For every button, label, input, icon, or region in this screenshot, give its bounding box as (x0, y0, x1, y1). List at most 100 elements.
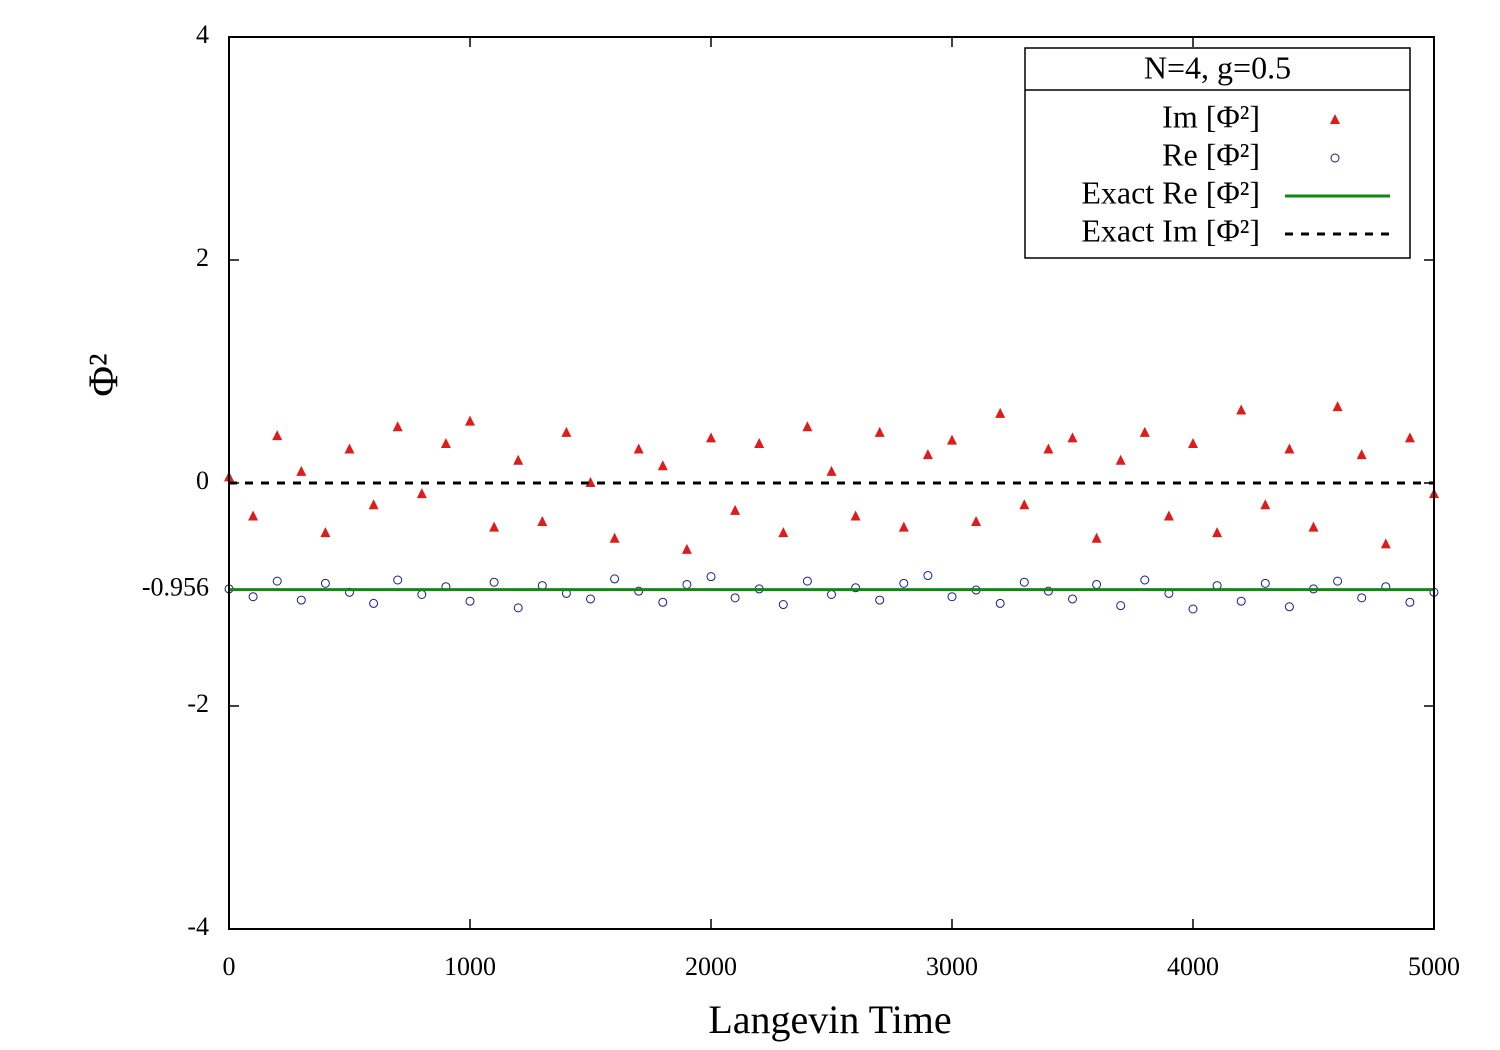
legend-marker (1330, 153, 1340, 163)
y-tick-label: 2 (196, 243, 209, 272)
data-point (851, 583, 861, 593)
data-point (1067, 432, 1078, 443)
data-point (537, 516, 548, 527)
data-point (248, 510, 259, 521)
data-point (898, 521, 909, 532)
data-point (681, 543, 692, 554)
data-point (1404, 432, 1415, 443)
x-tick-label: 5000 (1408, 952, 1460, 981)
data-point (1260, 578, 1270, 588)
data-point (1019, 577, 1029, 587)
data-point (947, 592, 957, 602)
data-point (1405, 597, 1415, 607)
y-axis-label: Φ² (82, 353, 128, 396)
data-point (1092, 579, 1102, 589)
data-point (850, 510, 861, 521)
data-point (657, 460, 668, 471)
data-point (778, 527, 789, 538)
data-point (465, 415, 475, 426)
y-tick-label: -0.956 (142, 573, 209, 602)
data-point (1284, 602, 1294, 612)
legend-title: N=4, g=0.5 (1144, 49, 1291, 85)
data-point (827, 590, 836, 599)
data-point (947, 434, 957, 445)
data-point (513, 454, 524, 465)
data-point (1380, 538, 1391, 549)
data-point (634, 586, 644, 596)
data-point (513, 603, 523, 613)
data-point (995, 598, 1005, 608)
y-tick-label: -4 (187, 912, 209, 941)
data-point (272, 576, 282, 586)
legend-label: Im [Φ²] (1162, 98, 1260, 134)
x-axis-label: Langevin Time (708, 997, 951, 1042)
data-point (440, 437, 451, 448)
data-point (1308, 521, 1319, 532)
data-point (1140, 575, 1150, 585)
data-point (416, 488, 427, 499)
legend-label: Exact Re [Φ²] (1081, 174, 1260, 210)
data-point (465, 596, 475, 606)
data-point (706, 432, 716, 443)
data-point (971, 516, 982, 527)
data-point (320, 527, 331, 538)
data-point (344, 443, 355, 454)
data-point (730, 504, 741, 515)
data-point (1236, 596, 1246, 606)
x-tick-label: 3000 (926, 952, 978, 981)
data-point (610, 574, 620, 584)
data-point (1139, 426, 1150, 437)
data-point (1356, 449, 1367, 460)
y-tick-label: 4 (196, 20, 209, 49)
data-point (1236, 404, 1247, 415)
data-point (1188, 604, 1198, 614)
legend-label: Exact Im [Φ²] (1081, 212, 1260, 248)
x-tick-label: 0 (223, 952, 236, 981)
data-point (778, 600, 788, 610)
data-point (1116, 601, 1126, 611)
data-point (296, 595, 306, 605)
data-point (658, 597, 668, 607)
data-point (489, 521, 500, 532)
plot-frame (228, 36, 1435, 930)
data-point (1163, 510, 1174, 521)
data-point (609, 532, 620, 543)
data-point (922, 449, 933, 460)
x-tick-label: 1000 (444, 952, 496, 981)
data-point (682, 579, 692, 589)
data-point (899, 578, 909, 588)
data-point (272, 430, 283, 441)
data-point (1043, 443, 1054, 454)
data-point (586, 594, 595, 604)
data-point (1332, 401, 1343, 412)
data-point (1091, 532, 1102, 543)
data-point (1043, 586, 1053, 596)
data-point (1284, 443, 1295, 454)
data-point (1115, 454, 1126, 465)
data-point (489, 577, 499, 587)
data-point (826, 465, 837, 476)
data-point (802, 576, 812, 586)
data-point (1333, 576, 1343, 586)
data-point (296, 465, 307, 476)
data-point (1188, 437, 1198, 448)
y-tick-label: -2 (187, 689, 209, 718)
data-point (923, 571, 933, 581)
legend-box (1024, 47, 1411, 259)
data-point (874, 426, 885, 437)
data-point (802, 421, 813, 432)
data-point (368, 499, 379, 510)
data-point (369, 598, 379, 608)
data-point (393, 575, 403, 585)
data-point (320, 578, 330, 588)
data-point (1212, 527, 1223, 538)
data-point (1019, 499, 1030, 510)
data-point (875, 595, 885, 605)
data-point (633, 443, 644, 454)
x-tick-label: 2000 (685, 952, 737, 981)
data-point (754, 437, 765, 448)
data-point (1068, 594, 1077, 604)
legend-label: Re [Φ²] (1162, 136, 1260, 172)
